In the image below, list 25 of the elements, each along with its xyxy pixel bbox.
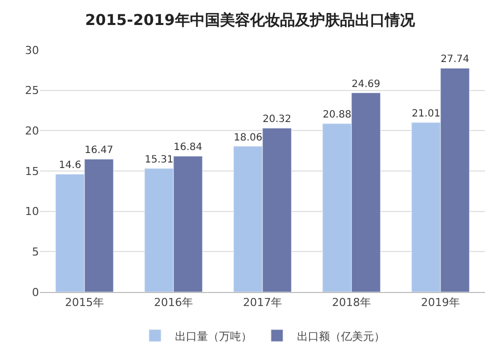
x-tick-label: 2015年 xyxy=(65,296,104,310)
y-tick-label: 30 xyxy=(25,44,39,57)
data-label: 21.01 xyxy=(412,108,440,120)
y-tick-label: 15 xyxy=(25,164,39,178)
legend-label: 出口额（亿美元） xyxy=(297,330,385,343)
data-label: 24.69 xyxy=(352,78,380,90)
x-tick-label: 2017年 xyxy=(243,296,282,310)
chart-title: 2015-2019年中国美容化妆品及护肤品出口情况 xyxy=(85,10,416,29)
data-label: 16.47 xyxy=(84,145,114,156)
x-tick-label: 2016年 xyxy=(154,296,193,310)
y-tick-label: 20 xyxy=(25,124,39,138)
data-label: 14.6 xyxy=(58,160,82,172)
y-tick-label: 25 xyxy=(25,84,39,98)
legend-label: 出口量（万吨） xyxy=(175,330,252,343)
data-label: 16.84 xyxy=(174,142,202,154)
data-label: 18.06 xyxy=(234,132,262,144)
data-label: 27.74 xyxy=(440,54,470,66)
data-label: 20.88 xyxy=(322,110,352,121)
data-label: 15.31 xyxy=(144,154,174,166)
x-tick-label: 2019年 xyxy=(421,296,460,310)
x-tick-label: 2018年 xyxy=(332,296,371,310)
y-tick-label: 10 xyxy=(25,205,39,218)
y-tick-label: 5 xyxy=(32,246,39,259)
y-tick-label: 0 xyxy=(32,286,39,299)
data-label: 20.32 xyxy=(262,114,292,126)
